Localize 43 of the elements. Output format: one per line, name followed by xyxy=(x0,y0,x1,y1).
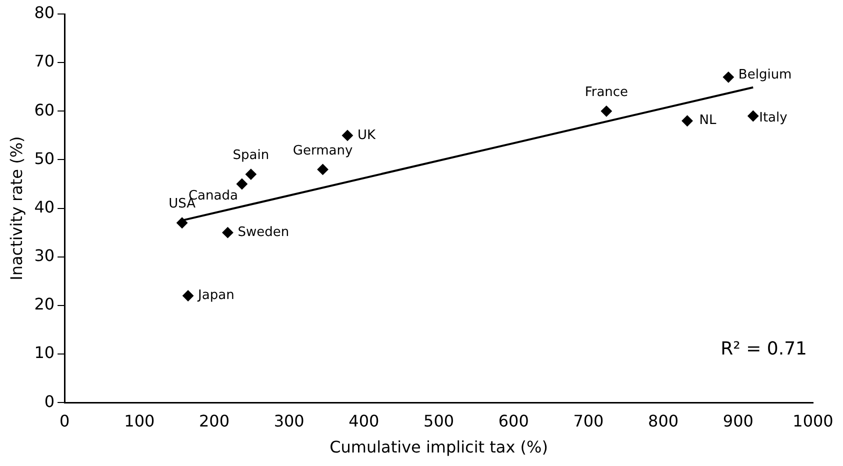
x-tick-label: 100 xyxy=(124,411,155,430)
x-axis-title: Cumulative implicit tax (%) xyxy=(330,438,548,457)
annotation: Germany xyxy=(292,143,353,158)
point xyxy=(342,130,353,141)
x-tick-label: 600 xyxy=(498,411,529,430)
annotation: France xyxy=(584,85,628,100)
point xyxy=(748,110,759,122)
annotation: Belgium xyxy=(738,68,792,83)
annotation: Japan xyxy=(197,288,234,304)
y-axis-title: Inactivity rate (%) xyxy=(6,136,26,280)
x-tick-label: 200 xyxy=(198,411,230,430)
y-tick-label: 20 xyxy=(34,294,55,314)
x-tick-label: 700 xyxy=(573,411,604,430)
y-tick-label: 60 xyxy=(34,100,55,120)
annotation: NL xyxy=(699,113,717,128)
y-tick-label: 70 xyxy=(34,52,55,71)
x-tick-label: 900 xyxy=(722,411,754,430)
point xyxy=(682,115,693,126)
annotation: R² = 0.71 xyxy=(720,338,807,360)
x-tick-label: 300 xyxy=(274,411,304,430)
annotation: Spain xyxy=(232,148,270,164)
point xyxy=(722,72,734,83)
y-tick-label: 80 xyxy=(34,3,55,22)
y-tick-label: 40 xyxy=(34,197,55,216)
point xyxy=(182,290,194,302)
annotation: Sweden xyxy=(238,224,290,240)
x-tick-label: 1000 xyxy=(792,411,834,430)
y-tick-label: 10 xyxy=(34,343,55,362)
x-tick-label: 500 xyxy=(424,411,454,430)
point xyxy=(600,106,612,117)
y-tick-label: 0 xyxy=(44,392,55,411)
point xyxy=(176,217,188,228)
point xyxy=(317,164,328,175)
x-tick-label: 800 xyxy=(648,411,679,430)
x-tick-label: 400 xyxy=(348,411,380,430)
annotation: UK xyxy=(357,128,376,143)
annotation: Italy xyxy=(759,110,788,126)
x-tick-label: 0 xyxy=(59,411,70,430)
point xyxy=(245,168,256,180)
point xyxy=(236,178,248,190)
y-tick-label: 30 xyxy=(34,246,55,266)
y-tick-label: 50 xyxy=(34,148,55,168)
point xyxy=(222,227,234,238)
